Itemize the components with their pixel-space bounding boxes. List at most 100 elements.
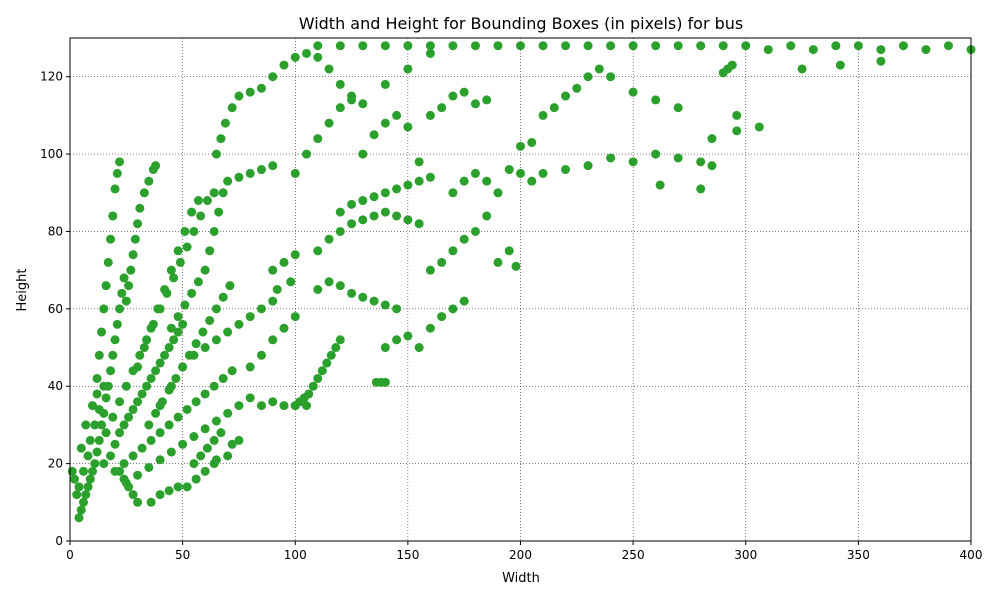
data-point bbox=[380, 207, 390, 217]
data-point bbox=[209, 381, 219, 391]
data-point bbox=[876, 45, 886, 55]
data-point bbox=[482, 176, 492, 186]
data-point bbox=[119, 273, 129, 283]
y-tick-label: 40 bbox=[48, 379, 63, 393]
data-point bbox=[380, 188, 390, 198]
data-point bbox=[146, 497, 156, 507]
data-point bbox=[380, 118, 390, 128]
data-point bbox=[70, 474, 80, 484]
data-point bbox=[182, 242, 192, 252]
data-point bbox=[200, 265, 210, 275]
data-point bbox=[119, 459, 129, 469]
grid-lines bbox=[69, 38, 972, 542]
data-point bbox=[135, 203, 145, 213]
data-point bbox=[74, 513, 84, 523]
data-point bbox=[94, 435, 104, 445]
data-point bbox=[279, 60, 289, 70]
data-point bbox=[121, 296, 131, 306]
data-point bbox=[921, 45, 931, 55]
data-point bbox=[155, 358, 165, 368]
data-point bbox=[178, 319, 188, 329]
data-point bbox=[470, 99, 480, 109]
data-point bbox=[142, 335, 152, 345]
data-point bbox=[234, 435, 244, 445]
data-point bbox=[268, 72, 278, 82]
data-point bbox=[673, 153, 683, 163]
data-point bbox=[727, 60, 737, 70]
data-point bbox=[101, 281, 111, 291]
data-point bbox=[511, 261, 521, 271]
data-point bbox=[160, 285, 170, 294]
data-point bbox=[110, 335, 120, 345]
data-point bbox=[115, 304, 125, 314]
data-point bbox=[256, 350, 266, 360]
data-point bbox=[180, 300, 190, 310]
data-point bbox=[196, 211, 206, 221]
data-point bbox=[151, 366, 161, 376]
data-point bbox=[414, 176, 424, 186]
data-point bbox=[380, 79, 390, 89]
data-point bbox=[304, 389, 314, 399]
data-point bbox=[470, 168, 480, 178]
data-point bbox=[324, 234, 334, 244]
y-axis-label: Height bbox=[15, 269, 30, 312]
data-point bbox=[115, 397, 125, 407]
data-point bbox=[459, 176, 469, 186]
data-point bbox=[324, 118, 334, 128]
data-point bbox=[164, 343, 174, 353]
data-point bbox=[85, 435, 95, 445]
data-point bbox=[189, 432, 199, 442]
data-point bbox=[124, 482, 134, 492]
data-point bbox=[94, 404, 104, 414]
data-point bbox=[279, 257, 289, 267]
data-point bbox=[696, 184, 706, 194]
data-point bbox=[655, 180, 665, 190]
data-point bbox=[99, 304, 109, 314]
data-point bbox=[831, 41, 841, 51]
data-point bbox=[223, 327, 233, 337]
data-point bbox=[103, 257, 113, 267]
data-point bbox=[83, 451, 93, 461]
data-point bbox=[538, 110, 548, 120]
data-point bbox=[516, 168, 525, 178]
data-point bbox=[797, 64, 807, 74]
axis-ticks: 0 50 100 150 200 250 300 350 400 0 20 40 60 80 100 120 bbox=[40, 70, 982, 562]
data-point bbox=[572, 83, 582, 93]
data-point bbox=[313, 41, 323, 51]
data-point bbox=[81, 420, 91, 430]
data-point bbox=[166, 265, 176, 275]
data-point bbox=[358, 196, 368, 206]
data-point bbox=[470, 226, 480, 236]
data-point bbox=[155, 401, 165, 411]
data-point bbox=[146, 435, 156, 445]
data-point bbox=[606, 41, 616, 51]
data-point bbox=[173, 312, 183, 322]
data-point bbox=[628, 87, 638, 97]
data-point bbox=[245, 312, 255, 322]
data-point bbox=[193, 196, 203, 206]
data-point bbox=[115, 428, 125, 438]
data-point bbox=[124, 281, 134, 291]
data-point bbox=[317, 366, 327, 376]
data-point bbox=[425, 172, 435, 182]
y-tick-label: 100 bbox=[40, 147, 63, 161]
data-point bbox=[178, 439, 188, 449]
data-point bbox=[527, 176, 537, 186]
data-point bbox=[166, 381, 176, 391]
data-point bbox=[583, 41, 593, 51]
data-point bbox=[448, 41, 458, 51]
data-point bbox=[128, 250, 138, 260]
data-point bbox=[380, 300, 390, 310]
chart-title: Width and Height for Bounding Boxes (in … bbox=[299, 14, 744, 33]
data-point bbox=[191, 474, 201, 484]
data-point bbox=[94, 350, 104, 360]
data-point bbox=[218, 373, 228, 383]
data-point bbox=[313, 373, 323, 383]
x-tick-label: 100 bbox=[284, 548, 307, 562]
data-point bbox=[459, 296, 469, 306]
data-point bbox=[335, 226, 345, 236]
data-point bbox=[425, 48, 435, 58]
data-point bbox=[324, 277, 334, 287]
data-point bbox=[313, 52, 323, 62]
data-point bbox=[88, 466, 98, 476]
